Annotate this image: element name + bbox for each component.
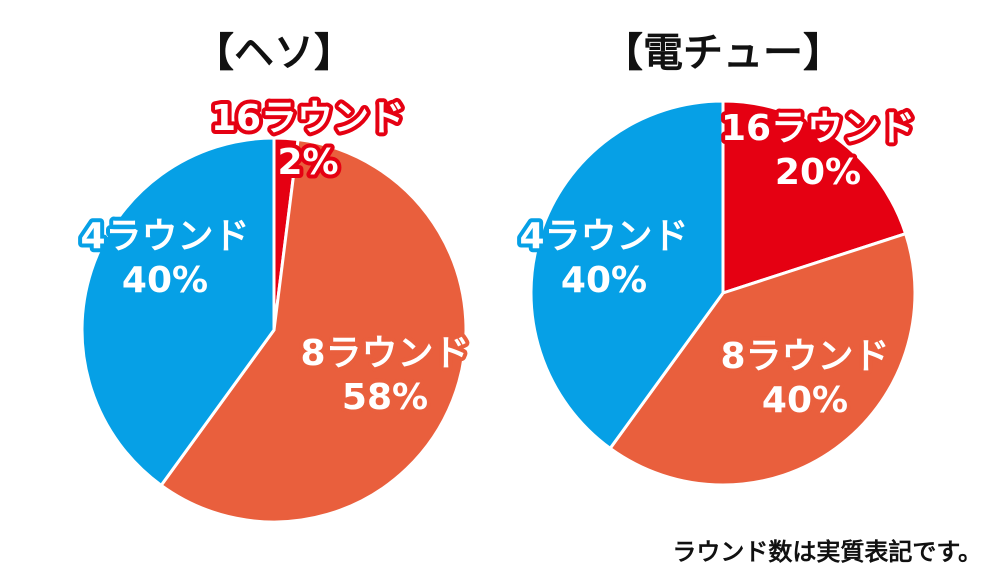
pie-slice-4-round xyxy=(80,136,276,487)
footnote: ラウンド数は実質表記です。 xyxy=(672,538,982,566)
pie-slice-4-round xyxy=(529,99,725,450)
slice-percent: 40% xyxy=(762,380,848,421)
slice-name: 4ラウンド xyxy=(519,216,688,257)
slice-label-4-round: 4ラウンド 40% xyxy=(519,216,688,301)
slice-percent: 40% xyxy=(122,260,208,301)
chart-title: 【ヘソ】 xyxy=(194,30,354,76)
slice-percent: 58% xyxy=(342,377,428,418)
pie-slice-8-round xyxy=(159,138,468,524)
slice-percent: 40% xyxy=(561,260,647,301)
chart-title: 【電チュー】 xyxy=(603,30,843,76)
slice-name: 16ラウンド xyxy=(211,98,405,139)
denchu-pie-chart: 【電チュー】16ラウンド 20%8ラウンド 40%4ラウンド 40% xyxy=(515,30,919,487)
slice-percent: 20% xyxy=(775,152,861,193)
slice-label-8-round: 8ラウンド 58% xyxy=(300,333,469,418)
heso-pie-chart: 【ヘソ】 16ラウンド 2% 8ラウンド 58% 4ラウンド 40% xyxy=(76,30,474,524)
slice-percent: 2% xyxy=(277,142,338,183)
slice-label-4-round: 4ラウンド 40% xyxy=(80,216,249,301)
slice-label-8-round: 8ラウンド 40% xyxy=(720,336,889,421)
pie-slice-8-round xyxy=(608,232,917,487)
slice-name: 8ラウンド xyxy=(720,336,889,377)
slice-name: 16ラウンド xyxy=(721,108,915,149)
slice-name: 4ラウンド xyxy=(80,216,249,257)
slice-name: 8ラウンド xyxy=(300,333,469,374)
pie-slice-16-round xyxy=(721,99,908,295)
slice-label-16-round: 16ラウンド 2% xyxy=(211,98,405,183)
slice-label-16-round: 16ラウンド 20% xyxy=(721,108,915,193)
